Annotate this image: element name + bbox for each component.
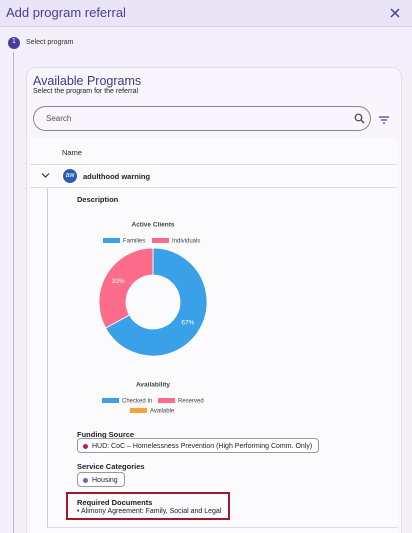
funding-label: Funding Source [77, 430, 135, 439]
header [0, 0, 412, 27]
documents-box [66, 492, 230, 520]
step-line [13, 52, 14, 533]
dialog-title: Add program referral [6, 5, 126, 20]
legend-swatch [130, 408, 147, 413]
slice-label: 67% [181, 319, 194, 326]
close-button[interactable] [389, 7, 401, 19]
category-chip: Housing [77, 472, 125, 487]
divider [30, 164, 397, 165]
slice-label: 33% [112, 278, 125, 285]
filter-icon[interactable] [378, 115, 390, 125]
step-label: Select program [26, 39, 74, 46]
funding-text: HUD: CoC – Homelessness Prevention (High… [92, 443, 313, 450]
search-box[interactable] [33, 106, 371, 131]
avatar [63, 169, 77, 183]
legend-swatch [102, 398, 119, 403]
bottom-divider [47, 527, 397, 528]
panel-title: Available Programs [33, 74, 142, 88]
column-header: Name [62, 148, 83, 157]
donut-slice [105, 247, 208, 357]
categories-label: Service Categories [77, 462, 145, 471]
legend-swatch [152, 238, 169, 243]
description-label: Description [77, 195, 119, 204]
funding-chip: HUD: CoC – Homelessness Prevention (High… [77, 438, 320, 453]
row-divider [30, 187, 397, 188]
search-placeholder: Search [46, 114, 72, 123]
legend-label: Checked In [122, 399, 152, 405]
document-item: • Alimony Agreement: Family, Social and … [77, 508, 222, 515]
legend-label: Reserved [178, 399, 204, 405]
category-text: Housing [92, 477, 118, 484]
search-icon[interactable] [354, 113, 365, 124]
avatar-initials: aw [65, 172, 75, 179]
legend-swatch [103, 238, 120, 243]
legend-swatch [158, 398, 175, 403]
legend-label: Individuals [172, 239, 200, 245]
detail-line [47, 188, 48, 528]
availability-title: Availability [136, 382, 170, 389]
table [30, 138, 397, 533]
chart-title: Active Clients [132, 222, 175, 229]
program-name[interactable]: adulthood warning [83, 172, 151, 181]
donut-chart: Active Clients Availability Families Indi… [98, 222, 208, 415]
legend-label: Families [123, 239, 145, 245]
donut-slice [98, 247, 154, 329]
expand-chevron[interactable] [41, 172, 50, 179]
step-number: 1 [12, 38, 16, 45]
step-circle [8, 37, 20, 49]
legend-label: Available [150, 409, 175, 415]
documents-label: Required Documents [77, 498, 153, 507]
panel-subtitle: Select the program for the referral [33, 88, 139, 95]
